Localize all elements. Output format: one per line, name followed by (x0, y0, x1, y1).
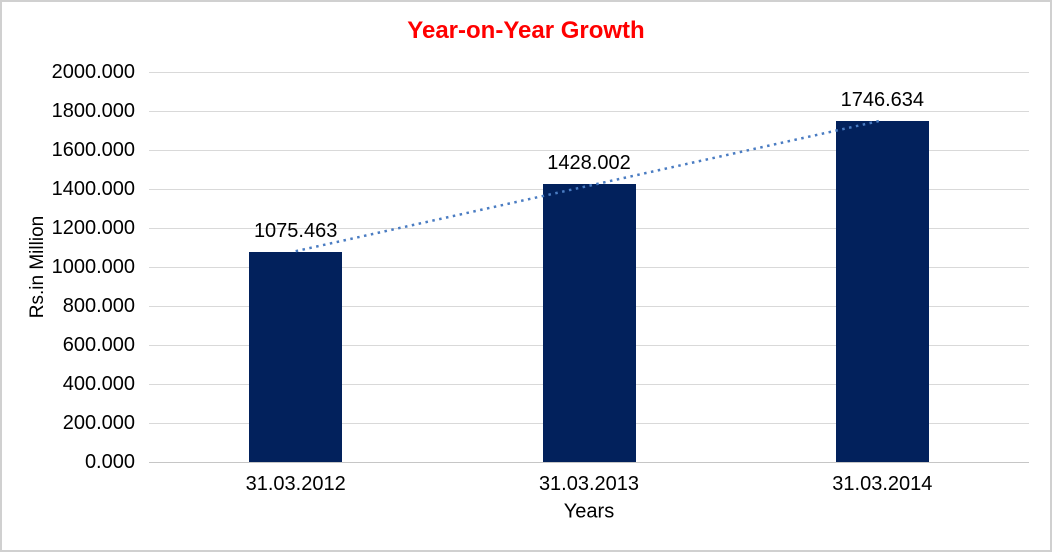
bar-data-label: 1746.634 (840, 89, 925, 112)
bar (249, 252, 343, 462)
gridline (149, 110, 1029, 112)
y-axis-tick-label: 600.000 (62, 334, 135, 356)
bar (542, 183, 636, 462)
bar-data-label: 1075.463 (253, 220, 338, 243)
y-axis-tick-label: 400.000 (62, 373, 135, 395)
bar-data-label: 1428.002 (547, 151, 631, 174)
y-axis-tick-label: 2000.000 (51, 61, 135, 83)
y-axis-tick-label: 1400.000 (51, 178, 135, 200)
x-axis-tick-label: 31.03.2014 (832, 473, 933, 495)
bar (835, 121, 929, 462)
x-axis-title: Years (563, 500, 615, 523)
y-axis-tick-label: 1800.000 (51, 100, 135, 122)
gridline (149, 71, 1029, 73)
chart-title: Year-on-Year Growth (407, 17, 645, 44)
x-axis-tick-label: 31.03.2013 (538, 473, 640, 495)
y-axis-tick-label: 800.000 (62, 295, 135, 317)
y-axis-tick-label: 200.000 (62, 412, 135, 434)
y-axis-tick-label: 1000.000 (51, 256, 135, 278)
y-axis-tick-label: 1600.000 (51, 139, 135, 161)
x-axis-tick-label: 31.03.2012 (245, 473, 346, 495)
x-axis-line (149, 461, 1029, 463)
y-axis-tick-label: 0.000 (84, 451, 135, 473)
y-axis-tick-label: 1200.000 (51, 217, 135, 239)
